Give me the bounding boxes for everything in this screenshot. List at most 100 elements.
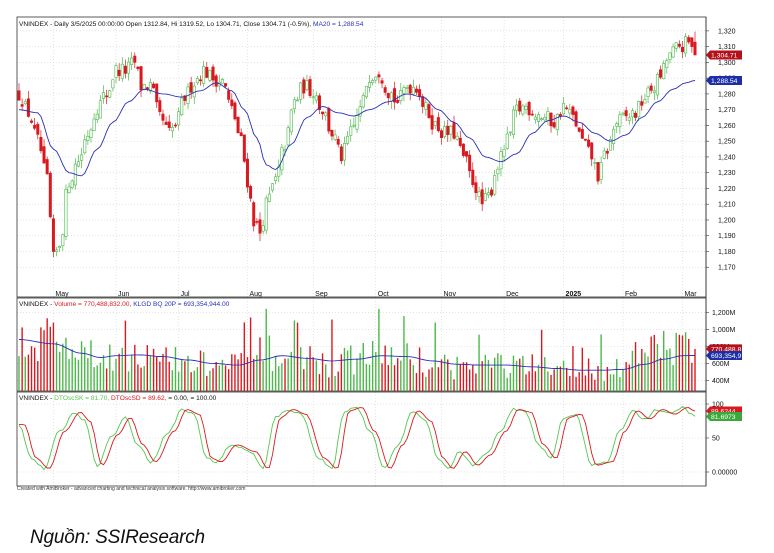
price-tick-label: 1,220 — [718, 186, 736, 193]
candle-body — [652, 90, 656, 93]
candle-body — [502, 149, 506, 157]
candle-body — [577, 127, 581, 132]
candle-body — [311, 96, 315, 99]
candle-body — [358, 106, 362, 117]
candle-body — [530, 113, 534, 116]
candle-body — [170, 126, 174, 132]
volume-tick-label: 600M — [712, 361, 730, 368]
candle-body — [139, 66, 143, 91]
volume-title: VNINDEX - Volume = 770,488,832.00, KLGD … — [19, 301, 230, 308]
candle-body — [433, 121, 437, 126]
candle-body — [565, 107, 569, 110]
candle-body — [427, 104, 431, 118]
candle-body — [671, 46, 675, 58]
credit-text: Created with AmiBroker - advanced charti… — [17, 486, 245, 492]
month-label: Dec — [506, 291, 519, 298]
candle-body — [684, 36, 688, 54]
price-tick-label: 1,170 — [718, 265, 736, 272]
candle-body — [114, 65, 118, 78]
candle-body — [314, 95, 318, 101]
candle-body — [133, 55, 137, 63]
price-tick-label: 1,210 — [718, 202, 736, 209]
candle-body — [33, 124, 37, 129]
osc-sk-tag-label: 81.6973 — [711, 414, 736, 421]
month-label: Sep — [315, 291, 328, 298]
month-label: Oct — [378, 291, 389, 298]
candle-body — [490, 189, 494, 196]
candle-body — [173, 124, 177, 127]
candle-body — [95, 113, 99, 120]
dtosc-sd-line — [19, 407, 696, 469]
candle-body — [148, 82, 152, 92]
candle-body — [346, 135, 350, 144]
candle-body — [89, 129, 93, 138]
candle-body — [499, 151, 503, 170]
candle-body — [471, 169, 475, 185]
candle-body — [593, 162, 597, 164]
candle-body — [377, 74, 381, 78]
candle-body — [183, 95, 187, 101]
candle-body — [634, 112, 638, 118]
candle-body — [615, 123, 619, 127]
candle-body — [30, 120, 34, 123]
candle-body — [574, 111, 578, 127]
candle-body — [605, 150, 609, 154]
candle-body — [668, 52, 672, 61]
candle-body — [299, 82, 303, 100]
candle-body — [430, 115, 434, 130]
candle-body — [421, 96, 425, 107]
candle-body — [76, 161, 80, 167]
candle-body — [55, 249, 59, 252]
candle-body — [308, 79, 312, 96]
candle-body — [493, 175, 497, 195]
candle-body — [327, 108, 331, 132]
price-tick-label: 1,270 — [718, 107, 736, 114]
price-panel: 1,170 1,180 1,190 1,200 1,210 1,220 1,230 1,240… — [16, 16, 742, 298]
candle-body — [511, 109, 515, 135]
candle-body — [302, 79, 306, 94]
candle-body — [414, 88, 418, 93]
candle-body — [461, 143, 465, 156]
candle-body — [693, 41, 697, 56]
dtosc-sk-line — [18, 405, 696, 471]
price-tick-label: 1,250 — [718, 139, 736, 146]
candle-body — [102, 92, 106, 99]
candle-body — [580, 129, 584, 139]
candle-body — [355, 114, 359, 130]
candle-body — [687, 37, 691, 43]
candle-body — [602, 150, 606, 159]
candle-body — [571, 106, 575, 115]
candle-body — [386, 93, 390, 99]
candle-body — [540, 118, 544, 120]
candle-body — [161, 113, 165, 121]
candle-body — [92, 118, 96, 131]
candle-body — [383, 87, 387, 93]
month-label: Feb — [625, 291, 637, 298]
candle-body — [20, 104, 24, 107]
candle-body — [264, 197, 268, 231]
candle-body — [36, 123, 40, 135]
chart-canvas: 1,170 1,180 1,190 1,200 1,210 1,220 1,230 1,240… — [16, 16, 742, 492]
candle-body — [130, 57, 134, 66]
candle-body — [317, 95, 321, 110]
candle-body — [418, 89, 422, 97]
candle-body — [199, 79, 203, 82]
candle-body — [618, 114, 622, 127]
candle-body — [518, 100, 522, 112]
candle-body — [411, 86, 415, 95]
candle-body — [371, 80, 375, 83]
candle-body — [42, 146, 46, 164]
ma20-tag-label: 1,288.54 — [711, 78, 738, 85]
candle-body — [527, 102, 531, 116]
candle-body — [596, 162, 600, 182]
candle-body — [51, 218, 55, 252]
candle-body — [393, 88, 397, 103]
candle-body — [286, 127, 290, 146]
candle-body — [643, 99, 647, 104]
candle-body — [562, 103, 566, 115]
price-tick-label: 1,190 — [718, 233, 736, 240]
candle-body — [374, 76, 378, 81]
month-label: Jun — [118, 291, 129, 298]
candle-body — [296, 99, 300, 102]
candle-body — [195, 78, 199, 84]
